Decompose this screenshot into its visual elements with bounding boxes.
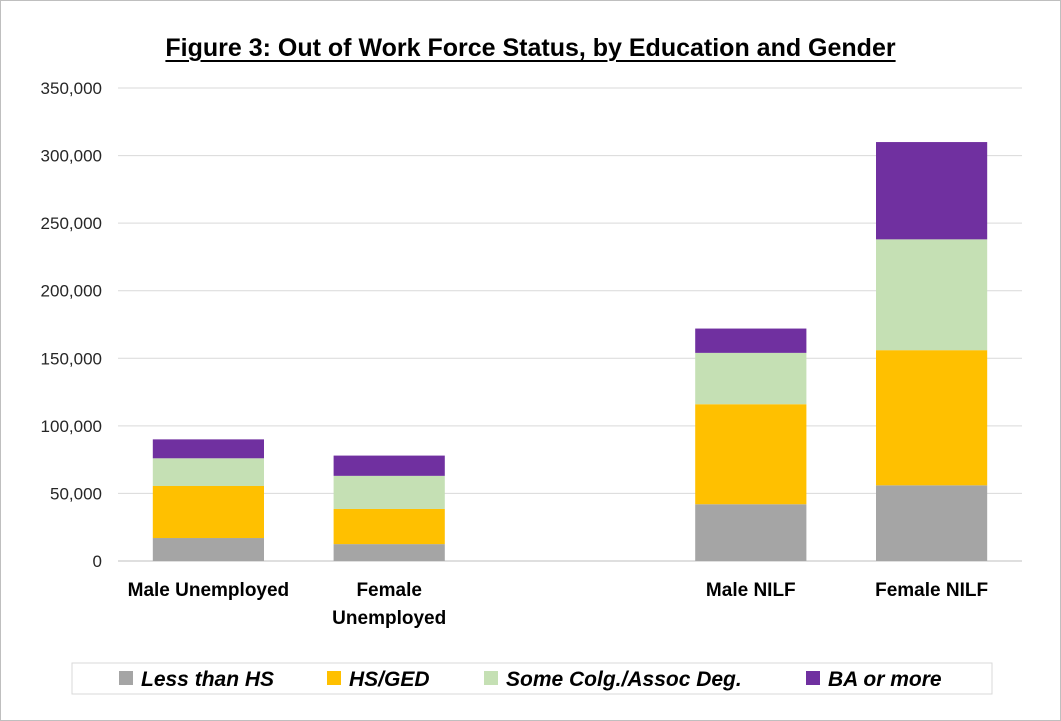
bar-segment-hs-ged	[695, 404, 807, 505]
bar-segment-ba-or-more	[695, 328, 807, 353]
bar-segment-hs-ged	[152, 485, 264, 539]
bar-segment-some-colg-assoc-deg	[695, 352, 807, 405]
legend-swatch	[327, 671, 341, 685]
bar-segment-less-than-hs	[333, 544, 445, 561]
bar-segment-ba-or-more	[152, 439, 264, 459]
x-category-label: Male Unemployed	[128, 580, 290, 601]
legend-swatch	[484, 671, 498, 685]
bar-segment-ba-or-more	[876, 142, 988, 240]
legend-box	[71, 662, 993, 695]
bar-segment-less-than-hs	[876, 485, 988, 561]
y-tick-label: 50,000	[50, 484, 102, 503]
legend-swatch	[806, 671, 820, 685]
y-tick-label: 100,000	[41, 417, 102, 436]
bar-segment-some-colg-assoc-deg	[876, 239, 988, 351]
y-tick-label: 250,000	[41, 214, 102, 233]
legend-label: Some Colg./Assoc Deg.	[506, 668, 742, 691]
bar-segment-ba-or-more	[333, 455, 445, 476]
legend-label: HS/GED	[349, 668, 430, 691]
bar-segment-hs-ged	[333, 508, 445, 545]
y-tick-label: 200,000	[41, 282, 102, 301]
legend-label: Less than HS	[141, 668, 274, 691]
y-tick-label: 150,000	[41, 349, 102, 368]
legend-label: BA or more	[828, 668, 942, 691]
bar-segment-hs-ged	[876, 350, 988, 486]
bar-segment-some-colg-assoc-deg	[152, 458, 264, 486]
chart-title: Figure 3: Out of Work Force Status, by E…	[165, 34, 896, 62]
x-category-label: Male NILF	[706, 580, 796, 601]
bar-segment-some-colg-assoc-deg	[333, 475, 445, 509]
y-tick-label: 0	[93, 552, 102, 571]
y-tick-label: 300,000	[41, 147, 102, 166]
bar-segment-less-than-hs	[152, 538, 264, 561]
bar-segment-less-than-hs	[695, 504, 807, 561]
x-category-label: Unemployed	[332, 608, 446, 629]
legend-swatch	[119, 671, 133, 685]
y-tick-label: 350,000	[41, 79, 102, 98]
x-category-label: Female	[356, 580, 421, 601]
x-category-label: Female NILF	[875, 580, 988, 601]
